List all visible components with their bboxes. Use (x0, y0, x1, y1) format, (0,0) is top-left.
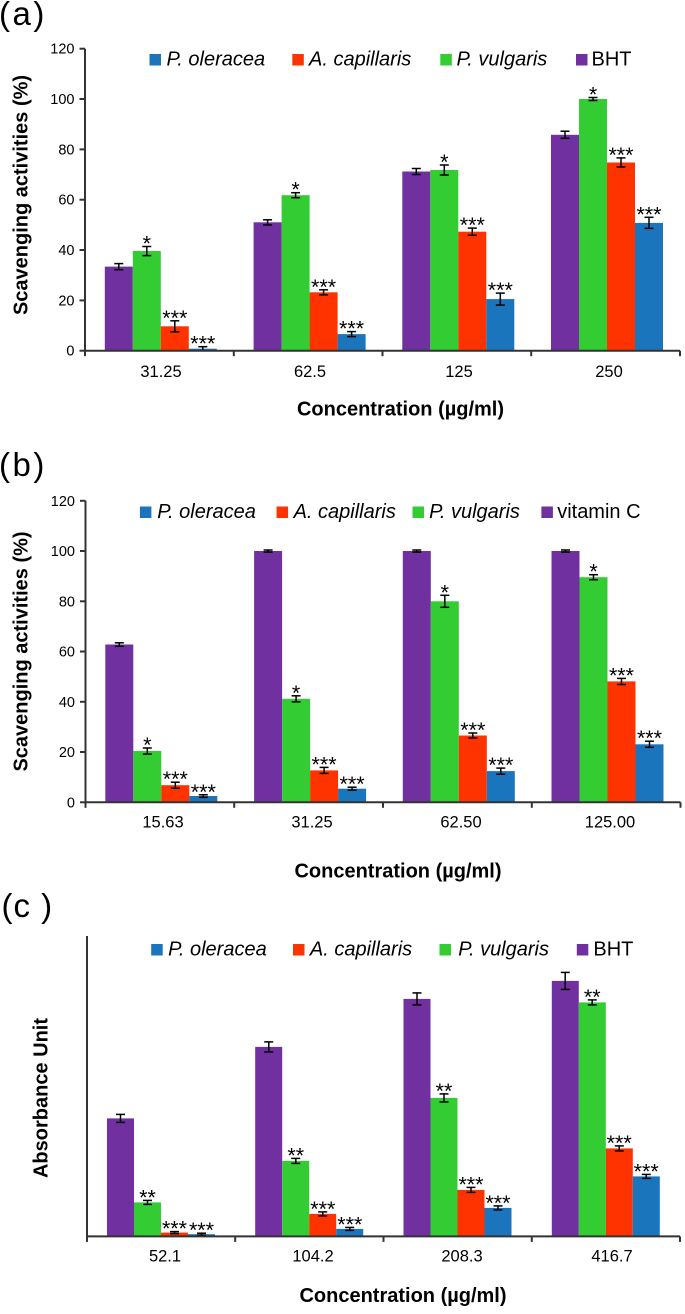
svg-text:***: *** (488, 278, 514, 302)
svg-text:**: ** (436, 1079, 453, 1103)
svg-text:104.2: 104.2 (292, 1248, 333, 1266)
svg-text:***: *** (162, 306, 188, 330)
svg-text:***: *** (337, 1212, 363, 1236)
svg-text:***: *** (339, 317, 365, 341)
svg-text:31.25: 31.25 (291, 814, 332, 832)
svg-text:**: ** (287, 1143, 304, 1167)
svg-text:125.00: 125.00 (585, 814, 635, 832)
svg-text:*: * (292, 681, 301, 705)
svg-text:(a): (a) (0, 0, 47, 32)
svg-text:***: *** (637, 726, 663, 750)
svg-text:52.1: 52.1 (149, 1248, 181, 1266)
svg-text:60: 60 (59, 645, 75, 661)
svg-text:**: ** (139, 1185, 156, 1209)
svg-text:***: *** (190, 332, 216, 356)
svg-text:80: 80 (58, 142, 74, 158)
svg-text:P. vulgaris: P. vulgaris (458, 939, 549, 961)
svg-text:100: 100 (50, 92, 74, 108)
svg-text:*: * (441, 580, 450, 604)
svg-text:*: * (440, 150, 449, 174)
svg-text:BHT: BHT (593, 939, 633, 961)
svg-text:0: 0 (67, 795, 75, 811)
svg-text:***: *** (460, 213, 486, 237)
svg-text:*: * (143, 733, 152, 757)
svg-text:A. capillaris: A. capillaris (293, 501, 396, 523)
svg-text:Concentration (µg/ml): Concentration (µg/ml) (297, 399, 504, 421)
svg-text:***: *** (191, 780, 217, 804)
svg-text:***: *** (609, 663, 635, 687)
svg-text:***: *** (460, 718, 486, 742)
svg-text:60: 60 (58, 193, 74, 209)
svg-text:20: 20 (58, 293, 74, 309)
svg-text:A. capillaris: A. capillaris (309, 939, 412, 961)
svg-text:40: 40 (59, 695, 75, 711)
svg-text:***: *** (608, 143, 634, 167)
svg-text:(c ): (c ) (2, 887, 54, 924)
svg-text:250: 250 (595, 363, 623, 381)
svg-text:***: *** (636, 202, 662, 226)
svg-text:100: 100 (51, 544, 75, 560)
svg-text:0: 0 (66, 344, 74, 360)
svg-text:BHT: BHT (592, 49, 632, 71)
svg-text:416.7: 416.7 (591, 1248, 632, 1266)
svg-text:Concentration (µg/ml): Concentration (µg/ml) (299, 1285, 506, 1307)
svg-text:15.63: 15.63 (142, 814, 183, 832)
svg-text:***: *** (163, 767, 189, 791)
svg-text:Concentration (µg/ml): Concentration (µg/ml) (294, 861, 501, 883)
svg-text:***: *** (312, 752, 338, 776)
svg-text:*: * (143, 232, 152, 256)
svg-text:62.50: 62.50 (440, 814, 481, 832)
svg-text:31.25: 31.25 (140, 363, 181, 381)
svg-text:***: *** (340, 772, 366, 796)
svg-text:***: *** (488, 753, 514, 777)
svg-text:**: ** (584, 985, 601, 1009)
svg-text:***: *** (607, 1131, 633, 1155)
svg-text:P. oleracea: P. oleracea (167, 49, 266, 71)
svg-text:120: 120 (50, 42, 74, 58)
svg-text:*: * (589, 560, 598, 584)
svg-text:62.5: 62.5 (294, 363, 326, 381)
svg-text:Scavenging activities (%): Scavenging activities (%) (11, 75, 33, 315)
svg-text:P. oleracea: P. oleracea (157, 501, 256, 523)
svg-text:***: *** (189, 1218, 215, 1242)
svg-text:P. vulgaris: P. vulgaris (457, 49, 548, 71)
svg-text:20: 20 (59, 745, 75, 761)
svg-text:***: *** (458, 1172, 484, 1196)
svg-text:125: 125 (445, 363, 473, 381)
svg-text:P. vulgaris: P. vulgaris (429, 501, 520, 523)
svg-text:P. oleracea: P. oleracea (168, 939, 267, 961)
svg-text:*: * (589, 83, 598, 107)
svg-text:(b): (b) (0, 446, 47, 483)
svg-text:208.3: 208.3 (441, 1248, 482, 1266)
svg-text:***: *** (634, 1159, 660, 1183)
svg-text:*: * (291, 178, 300, 202)
svg-text:***: *** (310, 1197, 336, 1221)
svg-text:120: 120 (51, 494, 75, 510)
svg-text:***: *** (485, 1191, 511, 1215)
svg-text:***: *** (311, 275, 337, 299)
svg-text:vitamin C: vitamin C (557, 501, 640, 523)
svg-text:Absorbance Unit: Absorbance Unit (31, 1018, 53, 1178)
svg-text:40: 40 (58, 243, 74, 259)
svg-text:Scavenging activities (%): Scavenging activities (%) (11, 531, 33, 771)
svg-text:A. capillaris: A. capillaris (308, 49, 411, 71)
svg-text:80: 80 (59, 594, 75, 610)
